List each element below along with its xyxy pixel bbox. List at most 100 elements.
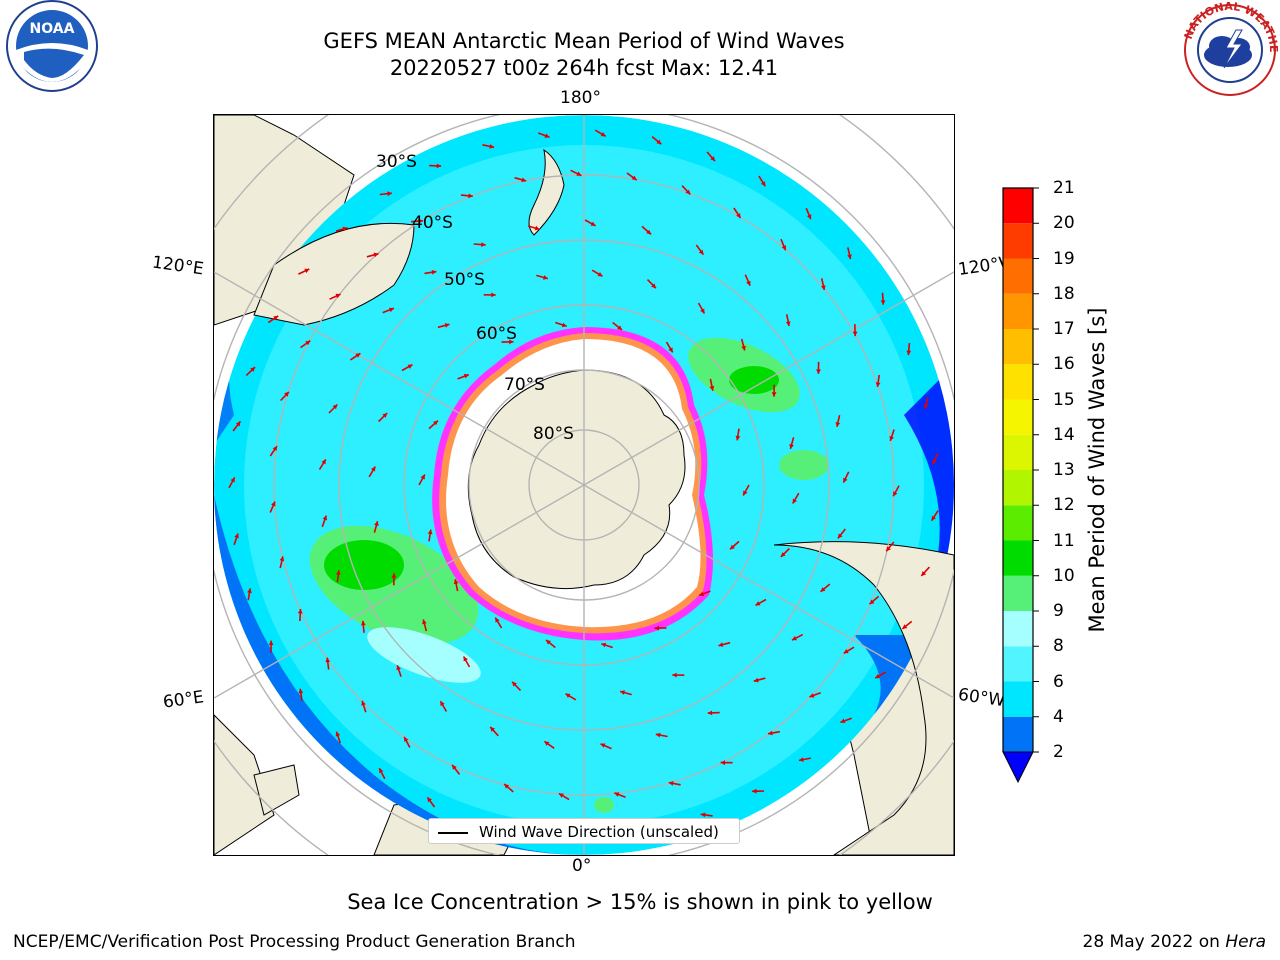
wind-wave-arrowhead [404, 736, 409, 742]
polar-map [214, 115, 954, 855]
wind-wave-arrowhead [869, 599, 875, 605]
colorbar-tick-label: 11 [1053, 530, 1075, 551]
footer-date: 28 May 2022 on Hera [1083, 932, 1267, 952]
colorbar-band [1003, 505, 1033, 541]
wind-wave-arrowhead [921, 571, 927, 576]
nws-logo: NATIONAL WEATHER SERVICE [1178, 0, 1280, 96]
wind-wave-arrowhead [325, 657, 331, 663]
wind-wave-arrowhead [617, 325, 622, 330]
wind-wave-arrowhead [490, 726, 495, 732]
colorbar-band [1003, 329, 1033, 365]
wind-wave-arrowhead [799, 757, 804, 762]
wind-wave-arrowhead [699, 591, 705, 597]
colorbar-tick-label: 21 [1053, 178, 1075, 198]
wind-wave-arrowhead [565, 693, 571, 698]
wind-wave-arrowhead [422, 619, 427, 625]
colorbar-tick-label: 15 [1053, 389, 1075, 410]
wind-wave-arrowhead [923, 404, 929, 409]
lat-label-70s: 70°S [504, 375, 545, 395]
colorbar-tick-label: 18 [1053, 283, 1075, 304]
wind-wave-arrowhead [495, 617, 500, 623]
wind-wave-arrowhead [789, 444, 794, 449]
wind-wave-arrowhead [668, 781, 674, 786]
wind-wave-arrowhead [322, 515, 328, 521]
noaa-logo: NOAA [6, 0, 98, 92]
colorbar-tick-label: 16 [1053, 354, 1075, 375]
wind-wave-arrowhead [906, 350, 912, 356]
wind-wave-arrowhead [698, 249, 704, 255]
wind-wave-arrowhead [821, 285, 826, 290]
wind-wave-arrowhead [509, 339, 514, 345]
wind-wave-arrowhead [235, 421, 241, 427]
wind-wave-arrowhead [387, 191, 392, 197]
wind-wave-arrowhead [753, 677, 759, 683]
wind-wave-arrowhead [755, 601, 761, 606]
colorbar-tick-label: 8 [1053, 636, 1064, 657]
wind-wave-arrowhead [600, 743, 606, 748]
wind-wave-arrowhead [433, 420, 438, 426]
wind-wave-arrowhead [463, 656, 468, 662]
wind-wave-arrowhead [880, 300, 886, 305]
wind-wave-arrowhead [561, 322, 567, 328]
wind-wave-arrowhead [543, 275, 548, 280]
colorbar-band [1003, 575, 1033, 611]
wind-wave-arrowhead [250, 367, 256, 372]
wind-wave-arrowhead [371, 466, 376, 472]
lon-label-0: 0° [572, 856, 592, 876]
wind-wave-arrowhead [875, 673, 881, 679]
colorbar-band [1003, 364, 1033, 400]
wind-wave-arrowhead [932, 459, 937, 465]
wind-wave-arrowhead [521, 177, 527, 183]
legend-label: Wind Wave Direction (unscaled) [479, 823, 719, 841]
colorbar-tick-label: 10 [1053, 565, 1075, 586]
wind-wave-arrowhead [840, 718, 846, 724]
wind-wave-arrowhead [843, 477, 848, 483]
wind-wave-arrowhead [620, 690, 625, 695]
wind-wave-arrowhead [646, 229, 652, 235]
colorbar-tick-label: 2 [1053, 742, 1064, 762]
wind-wave-arrowhead [700, 308, 705, 314]
wind-wave-arrowhead [230, 477, 235, 483]
colorbar-tick-label: 4 [1053, 706, 1064, 727]
colorbar-under-triangle [1002, 751, 1034, 784]
colorbar-band [1003, 293, 1033, 329]
wind-wave-arrowhead [760, 181, 766, 187]
wind-wave-arrowhead [730, 544, 735, 550]
wind-wave-arrowhead [279, 556, 285, 562]
lon-label-120e: 120°E [150, 252, 205, 280]
footer-date-text: 28 May 2022 on [1082, 932, 1226, 952]
wind-wave-arrowhead [743, 490, 748, 496]
lon-label-180: 180° [560, 88, 601, 108]
legend-line-swatch [438, 832, 468, 834]
wind-wave-arrowhead [431, 269, 437, 275]
wind-wave-arrowhead [735, 435, 741, 441]
wind-wave-arrowhead [373, 252, 379, 258]
wind-wave-arrowhead [816, 369, 821, 374]
sea-ice-caption: Sea Ice Concentration > 15% is shown in … [347, 890, 933, 914]
footer-credit: NCEP/EMC/Verification Post Processing Pr… [13, 932, 576, 952]
wind-wave-arrowhead [389, 307, 394, 313]
footer-host: Hera [1225, 932, 1266, 952]
wind-wave-arrowhead [427, 529, 433, 535]
wind-wave-arrowhead [893, 491, 898, 497]
wind-wave-arrowhead [631, 175, 637, 181]
wind-wave-arrowhead [651, 283, 656, 289]
wind-wave-arrowhead [710, 156, 715, 162]
wind-wave-arrowhead [780, 552, 786, 557]
colorbar-band [1003, 223, 1033, 259]
wind-wave-arrowhead [453, 579, 459, 585]
wind-wave-arrowhead [886, 546, 891, 552]
wind-wave-arrowhead [656, 139, 662, 145]
lat-label-60s: 60°S [476, 324, 517, 344]
wind-wave-arrowhead [379, 768, 384, 774]
lat-label-30s: 30°S [376, 152, 417, 172]
wind-wave-arrowhead [672, 672, 677, 678]
wind-wave-arrowhead [463, 373, 469, 379]
colorbar-band [1003, 258, 1033, 294]
wind-wave-arrowhead [512, 681, 517, 687]
wind-wave-arrowhead [272, 446, 277, 451]
graticule [214, 115, 954, 855]
continents [253, 148, 954, 855]
colorbar-tick-label: 12 [1053, 495, 1075, 516]
wind-wave-arrowhead [234, 533, 239, 539]
